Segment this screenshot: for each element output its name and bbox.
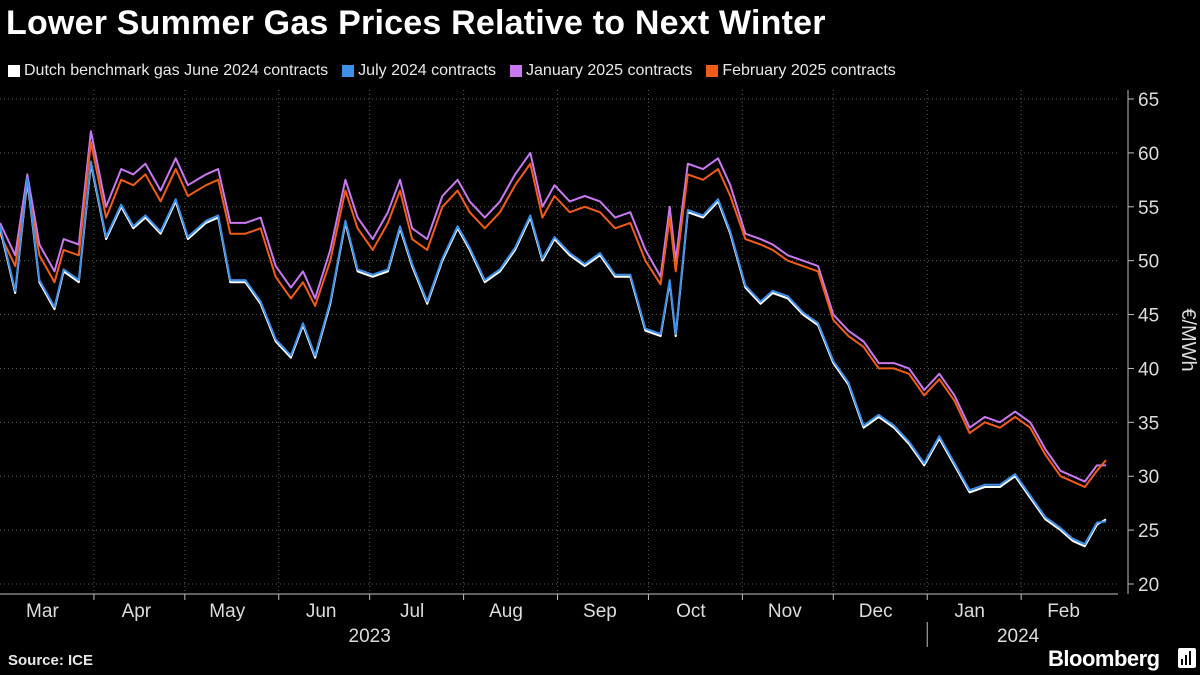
- legend-label-january-2025: January 2025 contracts: [526, 62, 693, 79]
- legend-item-july-2024: July 2024 contracts: [342, 62, 496, 80]
- source-note: Source: ICE: [8, 652, 94, 669]
- x-tick-label: Feb: [1047, 601, 1080, 622]
- y-tick-label: 25: [1138, 521, 1159, 542]
- legend-item-january-2025: January 2025 contracts: [510, 62, 692, 80]
- x-tick-label: Jan: [954, 601, 985, 622]
- series-line-february-2025: [0, 141, 1107, 488]
- x-tick-label: Jun: [306, 601, 337, 622]
- bloomberg-logo: Bloomberg: [1048, 646, 1160, 671]
- gridlines: [0, 90, 1118, 594]
- series-lines: [0, 130, 1107, 548]
- x-tick-label: Mar: [26, 601, 59, 622]
- series-line-january-2025: [0, 130, 1106, 483]
- y-tick-label: 65: [1138, 90, 1159, 111]
- y-axis-title: €/MWh: [1177, 308, 1199, 371]
- bar-chart-icon: [1178, 648, 1196, 668]
- legend-item-june-2024: Dutch benchmark gas June 2024 contracts: [8, 62, 328, 80]
- y-tick-label: 30: [1138, 467, 1159, 488]
- y-tick-label: 20: [1138, 575, 1159, 596]
- y-tick-label: 60: [1138, 144, 1159, 165]
- y-tick-label: 55: [1138, 198, 1159, 219]
- legend-label-july-2024: July 2024 contracts: [358, 62, 497, 79]
- legend-item-february-2025: February 2025 contracts: [706, 62, 896, 80]
- legend-swatch-july-2024: [342, 65, 355, 77]
- x-tick-label: Apr: [122, 601, 152, 622]
- y-tick-label: 40: [1138, 359, 1159, 380]
- x-year-label: 2024: [997, 626, 1040, 647]
- y-tick-label: 50: [1138, 252, 1159, 273]
- x-tick-label: Jul: [400, 601, 424, 622]
- x-tick-label: Dec: [859, 601, 893, 622]
- legend-swatch-february-2025: [706, 65, 719, 77]
- legend-swatch-june-2024: [8, 65, 20, 77]
- legend: Dutch benchmark gas June 2024 contracts …: [8, 60, 910, 82]
- legend-label-june-2024: Dutch benchmark gas June 2024 contracts: [24, 62, 329, 79]
- y-tick-label: 35: [1138, 413, 1159, 434]
- series-line-july-2024: [0, 160, 1107, 546]
- y-axis: 20 25 30 35 40 45 50 55 60 65 €/MWh: [1127, 90, 1199, 596]
- x-tick-label: Sep: [583, 601, 617, 622]
- chart-title: Lower Summer Gas Prices Relative to Next…: [6, 4, 826, 42]
- y-tick-label: 45: [1138, 306, 1159, 327]
- x-tick-label: May: [209, 601, 245, 622]
- legend-swatch-january-2025: [510, 65, 523, 77]
- x-tick-label: Aug: [489, 601, 523, 622]
- x-tick-label: Oct: [676, 601, 706, 622]
- x-axis: Mar Apr May Jun Jul Aug Sep Oct Nov Dec Jan Feb 2023…: [0, 593, 1118, 647]
- legend-label-february-2025: February 2025 contracts: [722, 62, 896, 79]
- x-year-label: 2023: [349, 626, 391, 647]
- x-tick-label: Nov: [768, 601, 802, 622]
